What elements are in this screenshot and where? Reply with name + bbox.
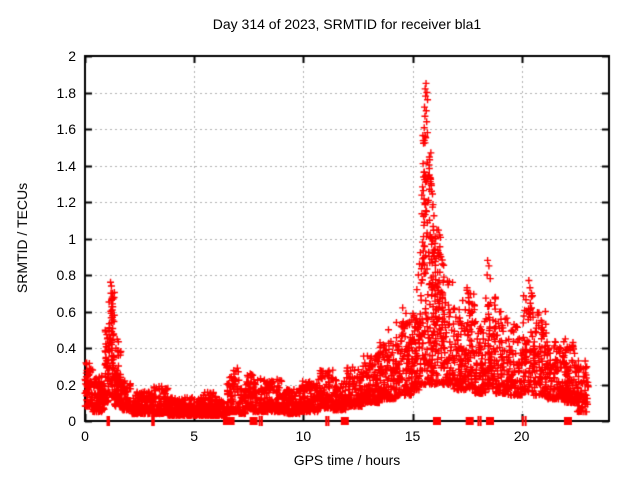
x-tick-label: 0 [81,428,89,444]
y-tick-label: 0 [68,413,76,429]
y-tick-label: 0.2 [56,376,76,393]
x-tick-label: 10 [295,428,312,444]
y-tick-label: 2 [68,48,76,64]
chart-title: Day 314 of 2023, SRMTID for receiver bla… [212,16,482,32]
y-tick-label: 1.8 [56,84,76,101]
y-tick-label: 1.4 [56,157,76,174]
y-tick-label: 0.8 [56,267,76,283]
y-tick-label: 1 [68,230,76,247]
y-tick-label: 0.6 [56,303,76,320]
y-tick-label: 0.4 [56,340,76,356]
x-axis-label: GPS time / hours [293,452,401,468]
y-tick-label: 1.6 [56,121,76,137]
x-tick-label: 20 [513,428,530,444]
x-tick-label: 15 [404,428,421,444]
y-tick-label: 1.2 [56,194,76,210]
x-tick-label: 5 [190,428,199,444]
